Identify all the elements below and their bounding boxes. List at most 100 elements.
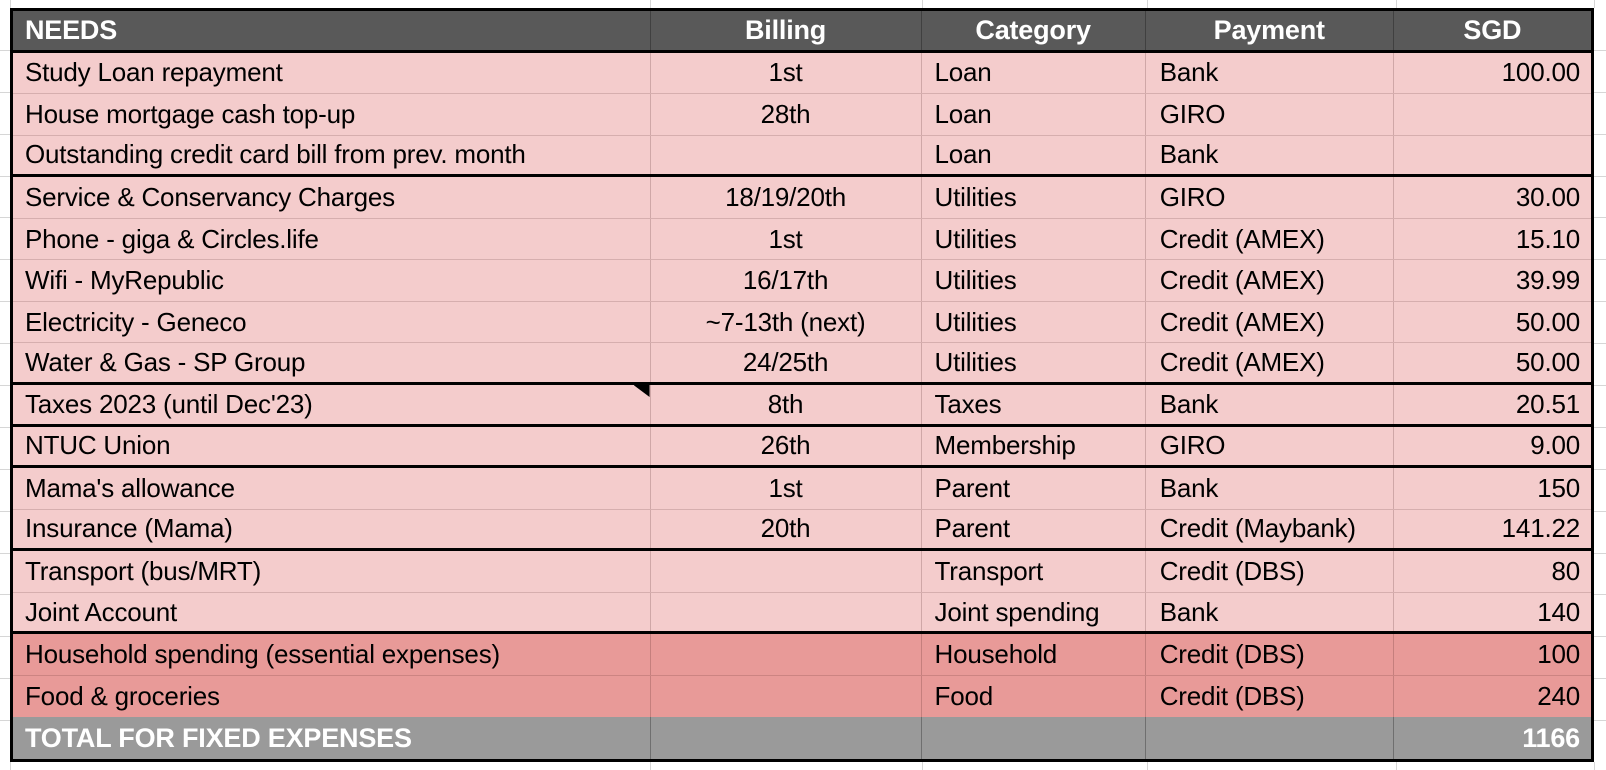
cell-billing-date[interactable]: [651, 634, 922, 675]
cell-category[interactable]: Utilities: [922, 343, 1146, 382]
cell-billing-date[interactable]: 1st: [651, 52, 922, 94]
category-text: Utilities: [934, 265, 1017, 296]
cell-payment-method[interactable]: Credit (AMEX): [1146, 218, 1394, 260]
cell-expense-name[interactable]: Service & Conservancy Charges: [13, 177, 651, 218]
cell-expense-name[interactable]: Mama's allowance: [13, 468, 651, 509]
cell-category[interactable]: Joint spending: [922, 592, 1146, 632]
cell-expense-name[interactable]: House mortgage cash top-up: [13, 94, 651, 135]
cell-category[interactable]: Parent: [922, 509, 1146, 549]
cell-billing-date[interactable]: [651, 675, 922, 718]
cell-payment-method[interactable]: Credit (DBS): [1146, 634, 1394, 675]
cell-expense-name[interactable]: Phone - giga & Circles.life: [13, 218, 651, 260]
cell-payment-method[interactable]: Credit (AMEX): [1146, 343, 1394, 382]
footer-cell-total-amount[interactable]: 1166: [1394, 717, 1591, 759]
footer-cell-category[interactable]: [922, 717, 1146, 759]
cell-amount-sgd[interactable]: 140: [1394, 593, 1591, 632]
billing-date-text: 16/17th: [742, 265, 829, 296]
cell-payment-method[interactable]: Bank: [1146, 592, 1394, 632]
header-cell-billing[interactable]: Billing: [651, 11, 922, 50]
cell-billing-date[interactable]: [651, 592, 922, 632]
cell-billing-date[interactable]: 8th: [651, 385, 922, 424]
cell-amount-sgd[interactable]: 20.51: [1394, 385, 1591, 424]
cell-payment-method[interactable]: Bank: [1146, 135, 1394, 175]
cell-payment-method[interactable]: Credit (AMEX): [1146, 301, 1394, 343]
cell-amount-sgd[interactable]: [1394, 136, 1591, 175]
cell-category[interactable]: Loan: [922, 135, 1146, 175]
cell-amount-sgd[interactable]: 50.00: [1394, 343, 1591, 382]
cell-payment-method[interactable]: Bank: [1146, 52, 1394, 94]
cell-amount-sgd[interactable]: 141.22: [1394, 510, 1591, 549]
cell-expense-name[interactable]: Wifi - MyRepublic: [13, 260, 651, 301]
cell-category[interactable]: Household: [922, 634, 1146, 675]
cell-billing-date[interactable]: 20th: [651, 509, 922, 549]
cell-billing-date[interactable]: 28th: [651, 94, 922, 135]
cell-payment-method[interactable]: GIRO: [1146, 94, 1394, 135]
cell-expense-name[interactable]: Outstanding credit card bill from prev. …: [13, 135, 651, 175]
cell-category[interactable]: Food: [922, 675, 1146, 718]
cell-expense-name[interactable]: Study Loan repayment: [13, 52, 651, 94]
header-cell-sgd[interactable]: SGD: [1394, 11, 1591, 50]
cell-expense-name[interactable]: Household spending (essential expenses): [13, 634, 651, 675]
cell-payment-method[interactable]: GIRO: [1146, 177, 1394, 218]
cell-expense-name[interactable]: Water & Gas - SP Group: [13, 343, 651, 382]
cell-category[interactable]: Membership: [922, 426, 1146, 466]
cell-amount-sgd[interactable]: 100.00: [1394, 53, 1591, 94]
cell-category[interactable]: Utilities: [922, 218, 1146, 260]
footer-cell-billing[interactable]: [651, 717, 922, 759]
cell-billing-date[interactable]: 1st: [651, 468, 922, 509]
cell-payment-method[interactable]: Credit (DBS): [1146, 551, 1394, 592]
cell-category[interactable]: Utilities: [922, 260, 1146, 301]
cell-payment-method[interactable]: GIRO: [1146, 426, 1394, 466]
cell-category[interactable]: Parent: [922, 468, 1146, 509]
cell-billing-date[interactable]: 24/25th: [651, 343, 922, 382]
cell-payment-method[interactable]: Credit (Maybank): [1146, 509, 1394, 549]
cell-category[interactable]: Utilities: [922, 301, 1146, 343]
cell-category[interactable]: Taxes: [922, 385, 1146, 424]
cell-amount-sgd[interactable]: 240: [1394, 676, 1591, 718]
header-cell-payment[interactable]: Payment: [1146, 11, 1394, 50]
cell-payment-method[interactable]: Credit (AMEX): [1146, 260, 1394, 301]
cell-amount-sgd[interactable]: 9.00: [1394, 427, 1591, 466]
cell-amount-sgd[interactable]: 15.10: [1394, 219, 1591, 260]
cell-payment-method[interactable]: Credit (DBS): [1146, 675, 1394, 718]
cell-amount-sgd[interactable]: 80: [1394, 551, 1591, 592]
cell-category[interactable]: Loan: [922, 94, 1146, 135]
cell-amount-sgd[interactable]: 39.99: [1394, 260, 1591, 301]
cell-expense-name[interactable]: NTUC Union: [13, 426, 651, 466]
cell-billing-date[interactable]: ~7-13th (next): [651, 301, 922, 343]
cell-amount-sgd[interactable]: 50.00: [1394, 302, 1591, 343]
footer-cell-payment[interactable]: [1146, 717, 1394, 759]
expense-name-text: Wifi - MyRepublic: [25, 265, 224, 296]
row-gridline-stub: [1594, 343, 1606, 344]
footer-cell-label[interactable]: TOTAL FOR FIXED EXPENSES: [13, 717, 651, 759]
cell-billing-date[interactable]: 26th: [651, 426, 922, 466]
cell-category[interactable]: Transport: [922, 551, 1146, 592]
cell-payment-method[interactable]: Bank: [1146, 385, 1394, 424]
cell-amount-sgd[interactable]: [1394, 94, 1591, 135]
cell-billing-date[interactable]: 1st: [651, 218, 922, 260]
cell-expense-name[interactable]: Insurance (Mama): [13, 509, 651, 549]
cell-amount-sgd[interactable]: 150: [1394, 468, 1591, 509]
row-gridline-stub: [0, 427, 10, 428]
cell-billing-date[interactable]: [651, 135, 922, 175]
cell-billing-date[interactable]: [651, 551, 922, 592]
amount-sgd-text: 100: [1537, 639, 1580, 670]
category-text: Utilities: [934, 306, 1017, 337]
cell-amount-sgd[interactable]: 100: [1394, 634, 1591, 675]
cell-billing-date[interactable]: 16/17th: [651, 260, 922, 301]
cell-amount-sgd[interactable]: 30.00: [1394, 177, 1591, 218]
cell-expense-name[interactable]: Taxes 2023 (until Dec'23): [13, 385, 651, 424]
cell-expense-name[interactable]: Electricity - Geneco: [13, 301, 651, 343]
cell-expense-name[interactable]: Transport (bus/MRT): [13, 551, 651, 592]
cell-billing-date[interactable]: 18/19/20th: [651, 177, 922, 218]
cell-expense-name[interactable]: Food & groceries: [13, 675, 651, 718]
cell-expense-name[interactable]: Joint Account: [13, 592, 651, 632]
cell-category[interactable]: Utilities: [922, 177, 1146, 218]
row-gridline-stub: [1594, 636, 1606, 637]
header-cell-needs[interactable]: NEEDS: [13, 11, 651, 50]
expense-name-text: Taxes 2023 (until Dec'23): [25, 388, 313, 419]
cell-payment-method[interactable]: Bank: [1146, 468, 1394, 509]
header-cell-category[interactable]: Category: [922, 11, 1146, 50]
cell-category[interactable]: Loan: [922, 52, 1146, 94]
category-text: Transport: [934, 555, 1044, 586]
